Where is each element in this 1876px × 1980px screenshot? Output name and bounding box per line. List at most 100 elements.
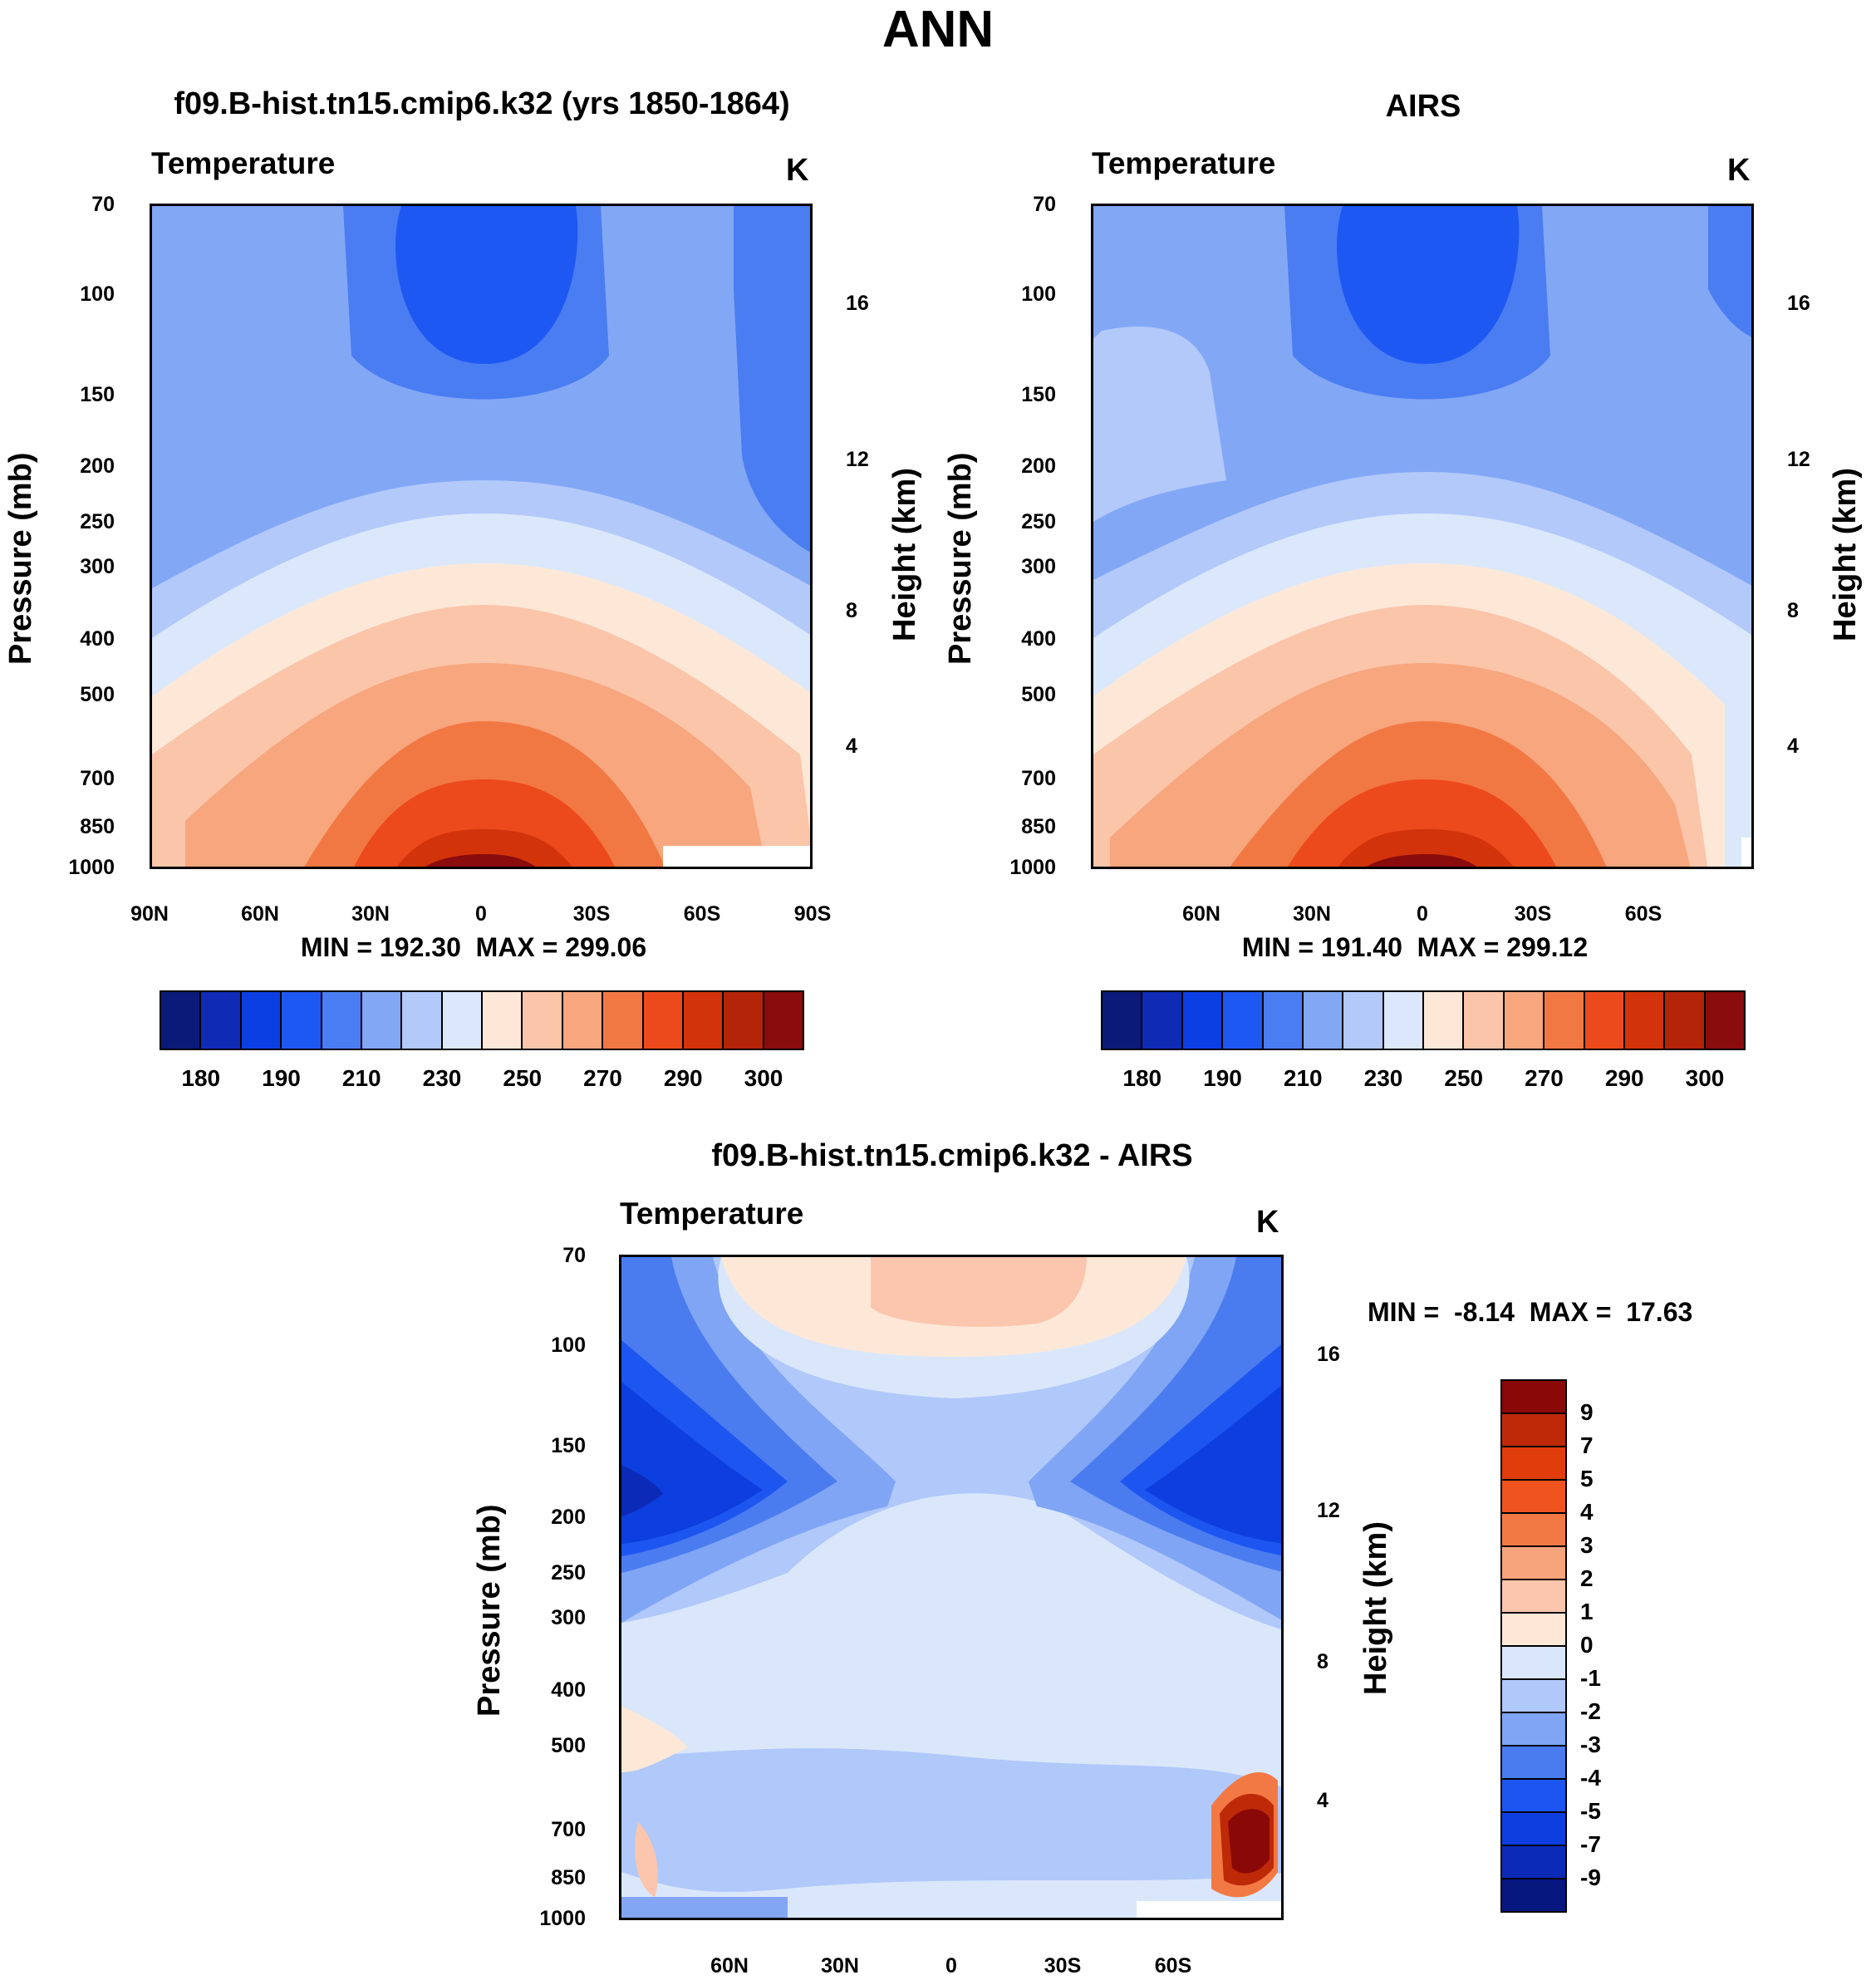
p1-ytick-500: 500	[80, 683, 115, 706]
cbar-diff-label: 1	[1580, 1599, 1594, 1624]
p1-ytick-150: 150	[80, 383, 115, 406]
p3-xtick-30n: 30N	[821, 1954, 859, 1978]
p1-ytick-850: 850	[80, 815, 115, 838]
panel-model-title: f09.B-hist.tn15.cmip6.k32 (yrs 1850-1864…	[174, 86, 790, 121]
panel-obs-contours	[1093, 206, 1751, 867]
p2-ytick-100: 100	[1021, 283, 1056, 306]
cbar-diff-label: -1	[1580, 1665, 1601, 1691]
cbar-model-labels-item: 270	[583, 1065, 622, 1091]
cbar-model-labels-item: 230	[422, 1065, 462, 1091]
p2-ytick-150: 150	[1021, 383, 1056, 406]
cbar-obs-cell	[1422, 990, 1465, 1050]
p2-ytick-400: 400	[1021, 627, 1056, 651]
p2-colorbar	[1101, 990, 1746, 1050]
cbar-obs-cell	[1462, 990, 1505, 1050]
cbar-model-cell	[199, 990, 242, 1050]
panel-obs-plot	[1091, 204, 1754, 869]
p2-minmax: MIN = 191.40 MAX = 299.12	[1241, 932, 1589, 962]
p1-ylabel: Pressure (mb)	[3, 452, 38, 665]
cbar-obs-labels-item: 250	[1444, 1065, 1484, 1091]
p3-ytick-1000: 1000	[539, 1907, 586, 1930]
cbar-obs-labels-item: 300	[1685, 1065, 1725, 1091]
p2-xtick-30n: 30N	[1293, 902, 1331, 926]
cbar-model-labels-item: 210	[341, 1065, 381, 1091]
cbar-diff-cell	[1500, 1878, 1567, 1913]
cbar-diff-label: 4	[1580, 1499, 1594, 1525]
cbar-model-labels-item: 290	[663, 1065, 703, 1091]
p3-xtick-0: 0	[945, 1954, 957, 1978]
panel-model-variable: Temperature	[151, 146, 336, 180]
p2-ytick-70: 70	[1033, 193, 1056, 216]
cbar-obs-cell	[1101, 990, 1143, 1050]
cbar-obs-cell	[1703, 990, 1746, 1050]
p1-colorbar	[160, 990, 804, 1050]
cbar-obs-cell	[1623, 990, 1666, 1050]
cbar-diff-cell	[1500, 1545, 1567, 1580]
p3-htick-8: 8	[1317, 1650, 1328, 1673]
cbar-diff-cell	[1500, 1712, 1567, 1747]
p2-htick-16: 16	[1787, 292, 1810, 315]
cbar-obs-labels-item: 270	[1525, 1065, 1564, 1091]
p3-ytick-100: 100	[551, 1334, 586, 1357]
cbar-obs-labels-item: 290	[1604, 1065, 1644, 1091]
cbar-model-cell	[440, 990, 483, 1050]
cbar-diff-cell	[1500, 1678, 1567, 1713]
p1-ytick-400: 400	[80, 627, 115, 651]
cbar-model-cell	[762, 990, 804, 1050]
cbar-diff-label: -9	[1580, 1865, 1601, 1890]
p2-y2label: Height (km)	[1828, 468, 1863, 641]
cbar-obs-cell	[1543, 990, 1585, 1050]
cbar-model-labels-item: 250	[503, 1065, 543, 1091]
cbar-model-cell	[602, 990, 644, 1050]
cbar-diff-label: 3	[1580, 1532, 1594, 1558]
cbar-diff-label: 9	[1580, 1399, 1594, 1425]
p3-ytick-150: 150	[551, 1434, 586, 1457]
cbar-model-cell	[521, 990, 563, 1050]
cbar-diff-label: -3	[1580, 1732, 1601, 1757]
p2-ylabel: Pressure (mb)	[943, 452, 978, 665]
panel-diff-title: f09.B-hist.tn15.cmip6.k32 - AIRS	[711, 1138, 1193, 1173]
panel-model-plot	[150, 204, 813, 869]
panel-obs-title: AIRS	[1385, 89, 1461, 124]
cbar-obs-cell	[1181, 990, 1224, 1050]
p3-htick-16: 16	[1317, 1343, 1340, 1366]
cbar-diff-label: 0	[1580, 1632, 1594, 1658]
p1-ytick-700: 700	[80, 767, 115, 790]
p3-ylabel: Pressure (mb)	[472, 1504, 507, 1717]
panel-diff-variable: Temperature	[620, 1196, 804, 1231]
p2-htick-12: 12	[1787, 448, 1810, 471]
cbar-diff-cell	[1500, 1811, 1567, 1846]
cbar-obs-cell	[1342, 990, 1384, 1050]
p2-xtick-60s: 60S	[1624, 902, 1662, 926]
cbar-model-cell	[280, 990, 322, 1050]
p2-ytick-500: 500	[1021, 683, 1056, 706]
cbar-model-labels-item: 300	[744, 1065, 783, 1091]
cbar-obs-cell	[1502, 990, 1545, 1050]
cbar-obs-cell	[1583, 990, 1625, 1050]
panel-diff-contours	[621, 1257, 1281, 1918]
cbar-model-cell	[400, 990, 443, 1050]
p3-htick-12: 12	[1317, 1499, 1340, 1522]
p1-htick-8: 8	[846, 599, 857, 622]
p1-xtick-0: 0	[475, 902, 487, 926]
p1-y2label: Height (km)	[887, 468, 922, 641]
cbar-diff-cell	[1500, 1579, 1567, 1614]
cbar-diff-cell	[1500, 1446, 1567, 1481]
panel-model-units: K	[786, 153, 809, 188]
p2-ytick-300: 300	[1021, 555, 1056, 578]
p1-ytick-1000: 1000	[68, 856, 115, 879]
p2-ytick-200: 200	[1021, 454, 1056, 478]
panel-obs-variable: Temperature	[1092, 146, 1276, 180]
p1-xtick-90s: 90S	[793, 902, 832, 926]
p3-ytick-250: 250	[551, 1561, 586, 1584]
p2-xtick-30s: 30S	[1514, 902, 1552, 926]
cbar-diff-label: 5	[1580, 1466, 1594, 1491]
p1-htick-12: 12	[846, 448, 869, 471]
cbar-diff-cell	[1500, 1845, 1567, 1879]
p3-minmax: MIN = -8.14 MAX = 17.63	[1368, 1297, 1693, 1327]
p3-ytick-300: 300	[551, 1606, 586, 1629]
cbar-diff-cell	[1500, 1379, 1567, 1414]
p2-xtick-0: 0	[1417, 902, 1428, 926]
p3-ytick-850: 850	[551, 1866, 586, 1889]
cbar-model-cell	[561, 990, 604, 1050]
